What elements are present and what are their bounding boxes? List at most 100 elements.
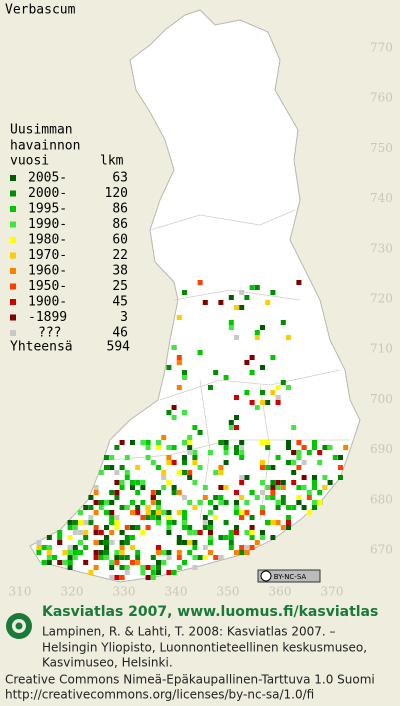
observation-square [72,525,78,530]
observation-square [156,560,161,565]
observation-square [249,515,255,520]
observation-square [234,550,239,555]
observation-square [156,570,161,575]
observation-square [234,450,239,455]
y-coordinate: 670 [370,543,393,557]
observation-square [156,440,161,445]
observation-square [223,445,229,450]
observation-square [171,345,177,350]
observation-square [192,505,198,510]
observation-square [254,335,260,340]
observation-square [119,545,125,550]
observation-square [104,525,109,530]
observation-square [332,455,338,460]
license-badge: BY-NC-SA [257,569,321,583]
legend-label: 1900- [28,295,67,310]
observation-squares [36,280,349,580]
observation-square [286,515,291,520]
observation-square [218,470,224,475]
observation-square [254,330,260,335]
observation-square [46,560,52,565]
observation-square [270,485,276,490]
observation-square [171,520,177,525]
observation-square [208,385,213,390]
observation-square [228,325,234,330]
y-coordinate: 760 [370,91,393,105]
observation-square [301,460,307,465]
observation-square [176,510,182,515]
observation-square [156,500,161,505]
observation-square [280,500,286,505]
observation-square [176,490,182,495]
observation-square [192,555,198,560]
observation-square [114,495,120,500]
legend-swatch [10,175,16,181]
observation-square [109,540,115,545]
observation-square [270,490,276,495]
observation-square [296,280,302,285]
observation-square [202,300,208,305]
observation-square [187,445,193,450]
observation-square [156,505,161,510]
observation-square [145,455,151,460]
license: http://creativecommons.org/licenses/by-n… [5,688,314,702]
observation-square [46,555,52,560]
observation-square [140,500,146,505]
observation-square [78,540,83,545]
observation-square [223,460,229,465]
observation-square [135,525,141,530]
observation-square [218,300,224,305]
observation-square [166,520,172,525]
observation-square [208,450,213,455]
observation-square [270,495,276,500]
observation-square [249,355,255,360]
title: Verbascum [5,3,76,18]
observation-square [249,545,255,550]
observation-square [119,565,125,570]
observation-square [93,525,99,530]
y-coordinate: 700 [370,392,393,406]
observation-square [119,440,125,445]
observation-square [208,535,213,540]
observation-square [171,485,177,490]
observation-square [197,465,203,470]
legend-label: 2005- [28,171,67,186]
observation-square [161,485,167,490]
observation-square [234,335,239,340]
headline: Kasviatlas 2007, www.luomus.fi/kasviatla… [42,604,378,620]
observation-square [135,560,141,565]
observation-square [244,530,250,535]
observation-square [192,455,198,460]
observation-square [202,525,208,530]
observation-square [244,550,250,555]
observation-square [260,530,265,535]
observation-square [161,475,167,480]
observation-square [234,415,239,420]
observation-square [317,490,323,495]
observation-square [119,555,125,560]
observation-square [72,555,78,560]
observation-square [135,480,141,485]
observation-square [234,530,239,535]
observation-square [260,505,265,510]
legend-count: 45 [112,295,128,310]
observation-square [265,465,271,470]
observation-square [124,535,130,540]
observation-square [150,570,156,575]
legend-swatch [10,252,16,259]
observation-square [130,480,135,485]
observation-square [265,440,271,445]
observation-square [218,500,224,505]
observation-square [213,495,219,500]
observation-square [166,410,172,415]
observation-square [182,495,187,500]
observation-square [228,320,234,325]
observation-square [296,465,302,470]
observation-square [150,515,156,520]
observation-square [124,475,130,480]
observation-square [140,530,146,535]
observation-square [135,510,141,515]
observation-square [78,550,83,555]
observation-square [67,520,73,525]
